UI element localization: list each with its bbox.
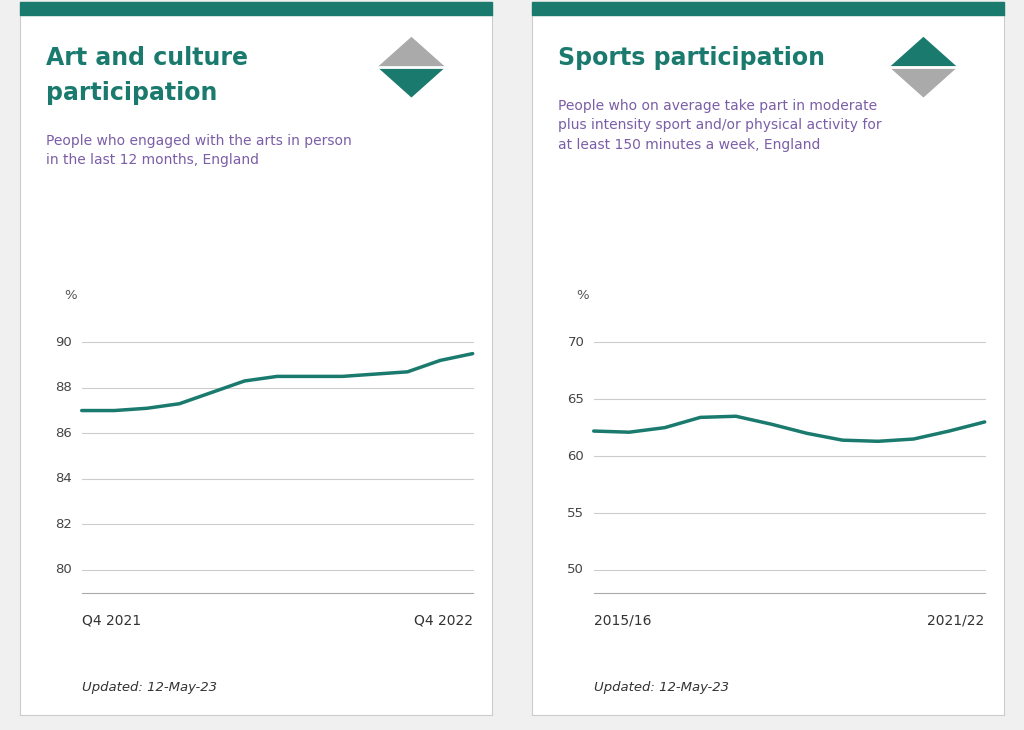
- Text: 70: 70: [567, 336, 585, 349]
- Text: 50: 50: [567, 564, 585, 577]
- Polygon shape: [379, 38, 444, 67]
- Text: 84: 84: [55, 472, 73, 485]
- Text: Updated: 12-May-23: Updated: 12-May-23: [82, 681, 217, 694]
- Text: People who on average take part in moderate
plus intensity sport and/or physical: People who on average take part in moder…: [558, 99, 882, 152]
- Bar: [20, 2, 492, 15]
- Text: 2015/16: 2015/16: [594, 614, 651, 628]
- Text: 60: 60: [567, 450, 585, 463]
- Text: 80: 80: [55, 564, 73, 577]
- Text: 86: 86: [55, 427, 73, 440]
- Text: Sports participation: Sports participation: [558, 46, 825, 70]
- Bar: [532, 2, 1004, 15]
- Text: %: %: [65, 289, 77, 302]
- Polygon shape: [891, 67, 956, 96]
- Text: Q4 2021: Q4 2021: [82, 614, 141, 628]
- Text: participation: participation: [46, 81, 218, 105]
- Polygon shape: [379, 67, 444, 96]
- Text: People who engaged with the arts in person
in the last 12 months, England: People who engaged with the arts in pers…: [46, 134, 352, 167]
- Text: 82: 82: [55, 518, 73, 531]
- Text: Updated: 12-May-23: Updated: 12-May-23: [594, 681, 729, 694]
- Text: Art and culture: Art and culture: [46, 46, 249, 70]
- Text: %: %: [577, 289, 589, 302]
- Text: 55: 55: [567, 507, 585, 520]
- Polygon shape: [891, 38, 956, 67]
- Text: 90: 90: [55, 336, 73, 349]
- Text: 65: 65: [567, 393, 585, 406]
- Text: 88: 88: [55, 381, 73, 394]
- Text: 2021/22: 2021/22: [928, 614, 985, 628]
- Text: Q4 2022: Q4 2022: [414, 614, 473, 628]
